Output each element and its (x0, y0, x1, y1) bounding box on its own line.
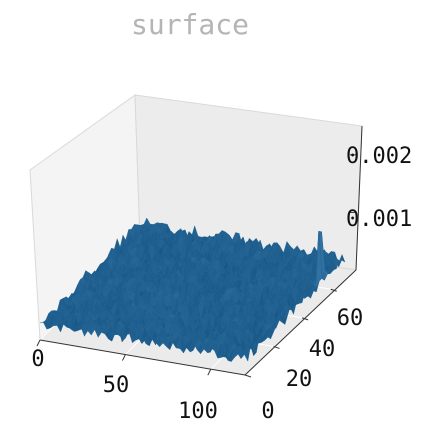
x-tick-50: 50 (103, 373, 130, 398)
y-tick-40: 40 (309, 337, 336, 362)
y-tick-mark-1 (273, 345, 280, 349)
x-tick-100: 100 (178, 399, 218, 424)
x-tick-mark-0 (36, 339, 41, 347)
y-tick-mark-0 (244, 374, 252, 378)
surface-mesh (39, 217, 346, 362)
y-tick-20: 20 (286, 367, 313, 392)
axis-ticks (36, 154, 356, 378)
surface-cell (241, 351, 249, 362)
chart-title: surface (131, 8, 249, 41)
x-tick-mark-1 (121, 354, 126, 361)
y-tick-60: 60 (337, 306, 364, 331)
z-tick-0001: 0.001 (346, 207, 412, 232)
z-tick-0002: 0.002 (346, 144, 412, 169)
x-tick-0: 0 (31, 347, 44, 372)
x-tick-mark-2 (207, 368, 212, 376)
y-tick-0: 0 (261, 399, 274, 424)
z-axis-line (355, 125, 363, 271)
y-tick-mark-2 (301, 317, 309, 321)
y-axis-line (244, 269, 357, 376)
y-tick-mark-3 (330, 288, 337, 292)
